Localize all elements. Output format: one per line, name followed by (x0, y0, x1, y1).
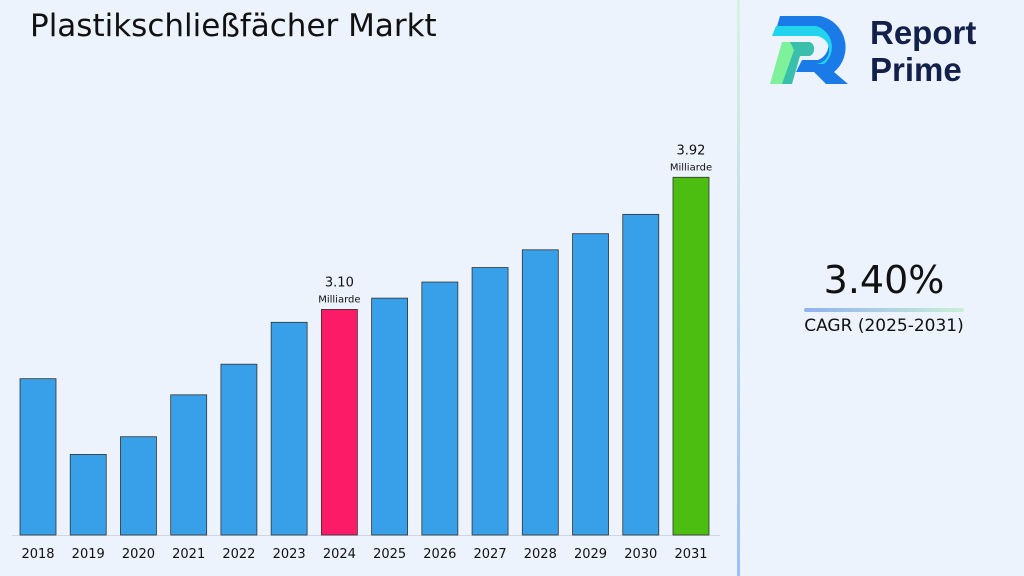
bar-2030 (622, 213, 660, 536)
bar-2018 (19, 378, 57, 536)
bar-2023 (270, 321, 308, 536)
bar-2021 (170, 394, 208, 536)
x-tick-label-2020: 2020 (122, 547, 155, 562)
x-tick-label-2029: 2029 (574, 547, 607, 562)
x-tick-label-2028: 2028 (524, 547, 557, 562)
x-tick-label-2026: 2026 (423, 547, 456, 562)
bar-2026 (421, 281, 459, 536)
logo-line2: Prime (870, 51, 962, 88)
bar-2025 (371, 297, 409, 536)
bar-2027 (471, 267, 509, 536)
bar-2024 (320, 309, 358, 536)
x-tick-label-2022: 2022 (222, 547, 255, 562)
x-tick-label-2021: 2021 (172, 547, 205, 562)
bar-2019 (69, 454, 107, 536)
data-label-unit-2024: Milliarde (318, 294, 360, 305)
data-label-value-2024: 3.10 (325, 275, 354, 290)
x-tick-label-2027: 2027 (474, 547, 507, 562)
bar-2028 (521, 249, 559, 536)
bar-2020 (120, 436, 157, 536)
bar-2029 (572, 233, 609, 536)
logo-line1: Report (870, 14, 977, 51)
x-tick-label-2025: 2025 (373, 547, 406, 562)
data-label-value-2031: 3.92 (677, 143, 706, 158)
chart-title: Plastikschließfächer Markt (30, 8, 437, 44)
data-label-unit-2031: Milliarde (670, 162, 712, 173)
divider (737, 0, 740, 576)
x-tick-label-2030: 2030 (624, 547, 657, 562)
x-tick-label-2031: 2031 (674, 547, 707, 562)
report-prime-logo-icon (770, 16, 848, 84)
x-tick-label-2024: 2024 (323, 547, 356, 562)
x-tick-label-2023: 2023 (273, 547, 306, 562)
cagr-underline (804, 308, 964, 312)
cagr-label: CAGR (2025-2031) (804, 316, 964, 336)
x-tick-label-2018: 2018 (21, 547, 54, 562)
bar-chart: 2018 2019 2020 2021 2022 2023 2024 3.10 Milliard… (12, 143, 720, 562)
bar-2031 (672, 176, 710, 536)
cagr-value: 3.40% (823, 258, 945, 302)
x-tick-label-2019: 2019 (72, 547, 105, 562)
logo-text: Report Prime (870, 14, 976, 88)
bar-2022 (220, 363, 258, 536)
